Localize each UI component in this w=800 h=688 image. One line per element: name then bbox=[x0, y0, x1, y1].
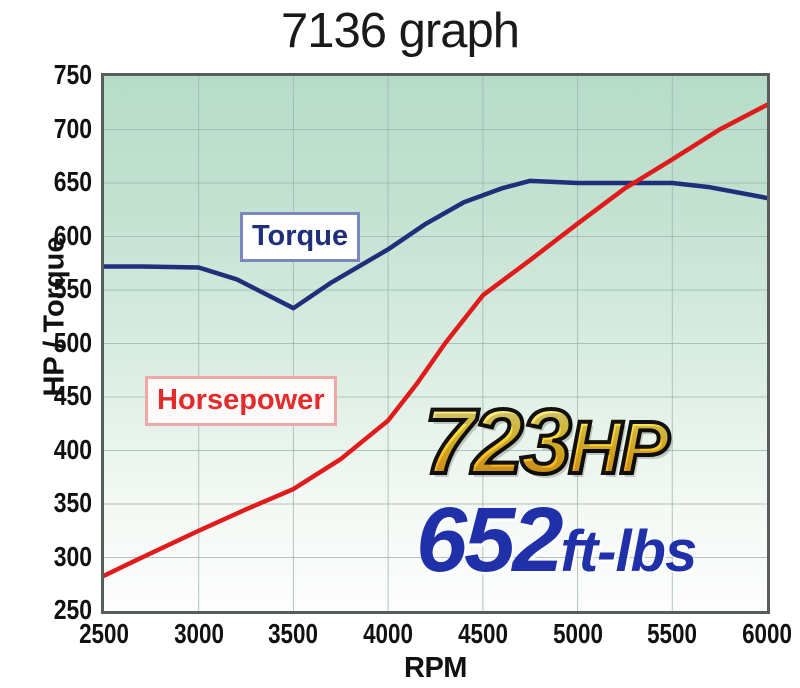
series-lines bbox=[104, 102, 767, 578]
x-axis-title: RPM bbox=[404, 652, 467, 684]
series-canvas bbox=[104, 76, 767, 611]
y-tick-400: 400 bbox=[53, 433, 92, 465]
y-tick-500: 500 bbox=[53, 326, 92, 358]
y-tick-700: 700 bbox=[53, 112, 92, 144]
x-tick-4000: 4000 bbox=[363, 618, 414, 649]
x-tick-2500: 2500 bbox=[79, 618, 129, 649]
y-tick-300: 300 bbox=[53, 540, 92, 572]
x-tick-4500: 4500 bbox=[457, 618, 508, 649]
x-tick-5500: 5500 bbox=[647, 618, 698, 649]
y-tick-250: 250 bbox=[53, 594, 92, 625]
y-tick-550: 550 bbox=[53, 273, 92, 304]
x-tick-5000: 5000 bbox=[552, 618, 603, 649]
gridlines bbox=[104, 76, 767, 611]
y-tick-650: 650 bbox=[53, 166, 92, 197]
x-tick-3000: 3000 bbox=[173, 618, 224, 649]
peak-horsepower-callout: 723HP bbox=[422, 394, 672, 494]
plot-area bbox=[101, 73, 770, 614]
y-tick-350: 350 bbox=[53, 487, 92, 518]
series-line-torque bbox=[104, 178, 767, 311]
y-tick-450: 450 bbox=[53, 380, 92, 411]
peak-horsepower-value: 723 bbox=[422, 391, 573, 493]
peak-torque-unit: ft-lbs bbox=[560, 519, 698, 584]
x-tick-6000: 6000 bbox=[742, 618, 792, 649]
series-label-horsepower: Horsepower bbox=[145, 376, 337, 426]
y-tick-600: 600 bbox=[53, 219, 92, 251]
y-tick-750: 750 bbox=[53, 59, 92, 90]
y-axis-title: HP / Torque bbox=[38, 236, 71, 397]
peak-torque-value: 652 bbox=[416, 489, 563, 591]
peak-horsepower-unit: HP bbox=[567, 404, 672, 491]
x-tick-3500: 3500 bbox=[268, 618, 319, 649]
series-line-horsepower bbox=[104, 102, 767, 578]
page-title: 7136 graph bbox=[281, 4, 520, 58]
series-label-torque: Torque bbox=[240, 212, 361, 262]
peak-torque-callout: 652ft-lbs bbox=[416, 494, 698, 598]
